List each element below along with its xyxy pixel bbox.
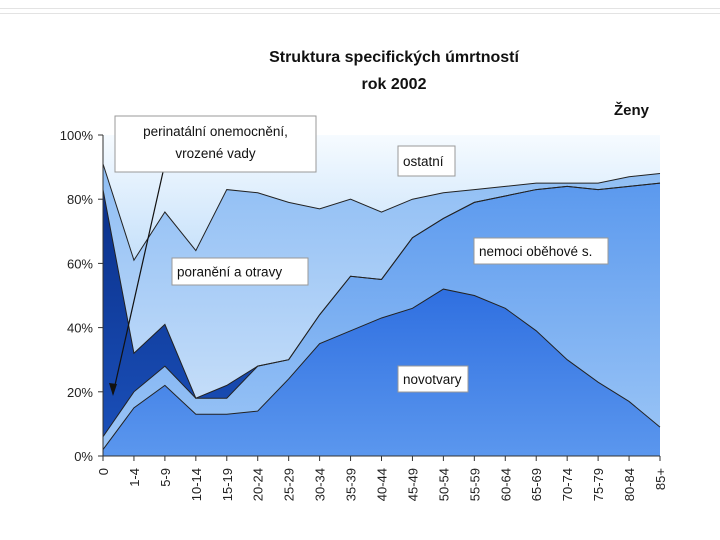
series-label-box bbox=[473, 237, 609, 265]
x-tick-label: 1-4 bbox=[127, 468, 142, 487]
x-tick-label: 50-54 bbox=[436, 468, 451, 501]
x-tick-label: 65-69 bbox=[529, 468, 544, 501]
area-4 bbox=[103, 163, 660, 399]
callout-arrow-line bbox=[112, 171, 164, 395]
chart-title: Struktura specifických úmrtností bbox=[269, 49, 519, 66]
series-label-box bbox=[171, 257, 309, 286]
x-tick-label: 0 bbox=[96, 468, 111, 475]
x-tick-label: 55-59 bbox=[467, 468, 482, 501]
series-label-3-line-1: perinatální onemocnění, bbox=[143, 124, 288, 139]
x-tick-label: 15-19 bbox=[220, 468, 235, 501]
y-tick-label: 80% bbox=[67, 192, 93, 207]
series-label-2: nemoci oběhové s. bbox=[479, 244, 592, 259]
x-tick-label: 70-74 bbox=[560, 468, 575, 501]
series-label-box bbox=[397, 145, 456, 177]
x-tick-label: 30-34 bbox=[313, 468, 328, 501]
boundary-line-1 bbox=[102, 288, 661, 450]
y-tick-label: 60% bbox=[67, 256, 93, 271]
x-tick-label: 25-29 bbox=[282, 468, 297, 501]
series-label-4: poranění a otravy bbox=[177, 265, 282, 280]
y-tick-label: 100% bbox=[60, 128, 94, 143]
series-label-5: ostatní bbox=[403, 154, 444, 169]
y-tick-label: 20% bbox=[67, 385, 93, 400]
boundary-line-3 bbox=[102, 182, 661, 399]
boundary-line-4 bbox=[102, 163, 661, 262]
series-label-box bbox=[397, 365, 469, 393]
series-label-box bbox=[114, 115, 317, 173]
callout-arrow-head bbox=[109, 383, 117, 396]
y-tick-label: 0% bbox=[74, 449, 93, 464]
x-tick-label: 75-79 bbox=[591, 468, 606, 501]
series-label-3-line-2: vrozené vady bbox=[175, 146, 256, 161]
x-tick-label: 45-49 bbox=[405, 468, 420, 501]
x-tick-label: 60-64 bbox=[498, 468, 513, 501]
x-tick-label: 40-44 bbox=[375, 468, 390, 501]
corner-label: Ženy bbox=[614, 102, 650, 119]
y-tick-label: 40% bbox=[67, 321, 93, 336]
x-tick-label: 10-14 bbox=[189, 468, 204, 501]
x-tick-label: 80-84 bbox=[622, 468, 637, 501]
series-label-1: novotvary bbox=[403, 372, 462, 387]
chart-subtitle: rok 2002 bbox=[361, 76, 427, 93]
x-tick-label: 5-9 bbox=[158, 468, 173, 487]
x-tick-label: 85+ bbox=[653, 468, 668, 490]
area-1 bbox=[103, 289, 660, 456]
x-tick-label: 20-24 bbox=[251, 468, 266, 501]
x-tick-label: 35-39 bbox=[344, 468, 359, 501]
